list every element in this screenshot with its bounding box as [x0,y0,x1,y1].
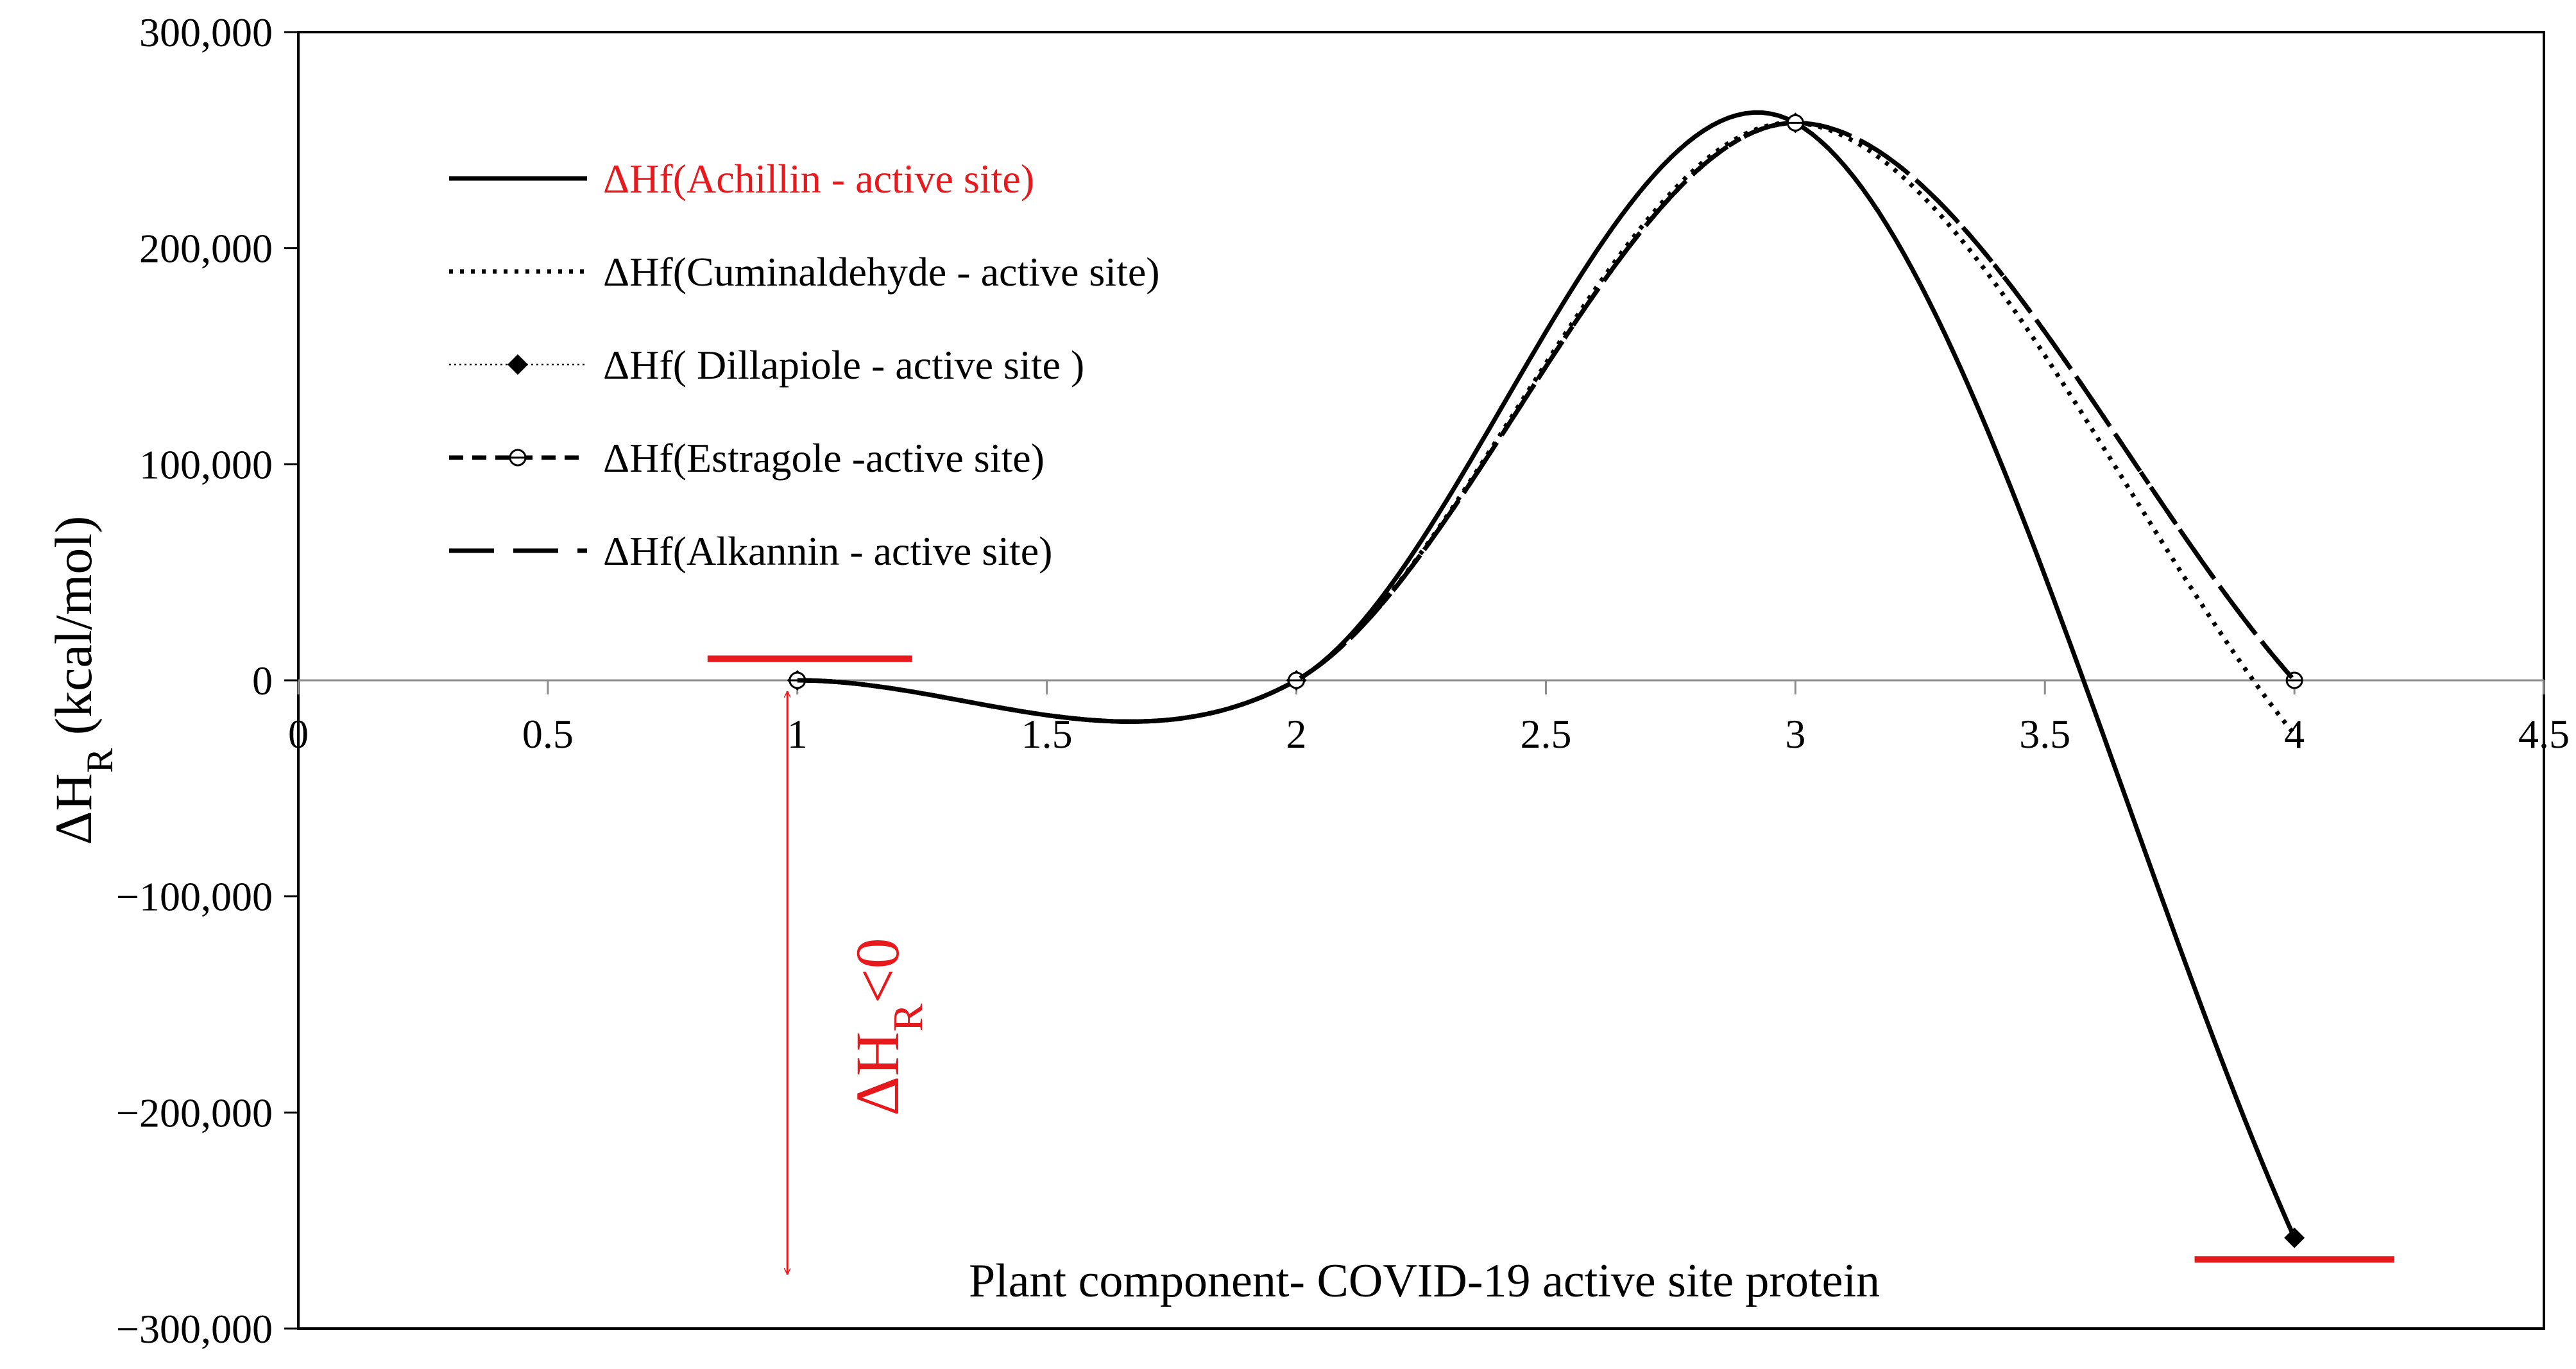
y-axis-title-main: ΔH [44,773,103,845]
legend: ΔHf(Achillin - active site) ΔHf(Cuminalde… [449,156,1160,574]
series-line [797,112,2296,1239]
x-tick-label: 0.5 [522,711,574,757]
legend-label: ΔHf(Achillin - active site) [603,156,1034,202]
annotation-layer [707,655,2394,1275]
y-axis-title: ΔHR (kcal/mol) [44,516,121,845]
y-tick-label: 0 [252,658,273,703]
delta-hr-annotation: ΔHR<0 [843,938,932,1115]
delta-hr-tail: <0 [843,938,912,1003]
diamond-marker [508,354,528,375]
x-tick-label: 3 [1785,711,1805,757]
legend-label: ΔHf(Alkannin - active site) [603,528,1052,574]
axes-layer: 0 0.5 1 1.5 2 2.5 3 3.5 4 4.5300,000200,000100,00… [116,10,2570,1352]
y-tick-label: −200,000 [116,1090,273,1135]
y-tick-label: −100,000 [116,874,273,920]
y-axis-title-tail: (kcal/mol) [44,516,103,748]
y-tick-label: 300,000 [139,10,273,55]
y-tick-label: −300,000 [116,1306,273,1352]
diamond-marker [2284,1227,2305,1248]
x-tick-label: 2 [1286,711,1307,757]
x-axis-title: Plant component- COVID-19 active site pr… [969,1255,1880,1307]
legend-label: ΔHf(Estragole -active site) [603,435,1045,481]
series-line [797,120,2296,724]
x-tick-label: 0 [288,711,309,757]
delta-hr-sub: R [885,1004,932,1032]
y-axis-title-sub: R [79,748,121,773]
x-tick-label: 4 [2284,711,2305,757]
x-tick-label: 2.5 [1520,711,1571,757]
y-tick-label: 200,000 [139,226,273,271]
x-tick-label: 4.5 [2518,711,2570,757]
legend-label: ΔHf(Cuminaldehyde - active site) [603,249,1160,295]
legend-label: ΔHf( Dillapiole - active site ) [603,342,1084,388]
series-layer [787,110,2305,1248]
y-tick-label: 100,000 [139,442,273,487]
delta-hr-main: ΔH [843,1032,912,1116]
x-tick-label: 3.5 [2019,711,2070,757]
x-tick-label: 1 [787,711,808,757]
